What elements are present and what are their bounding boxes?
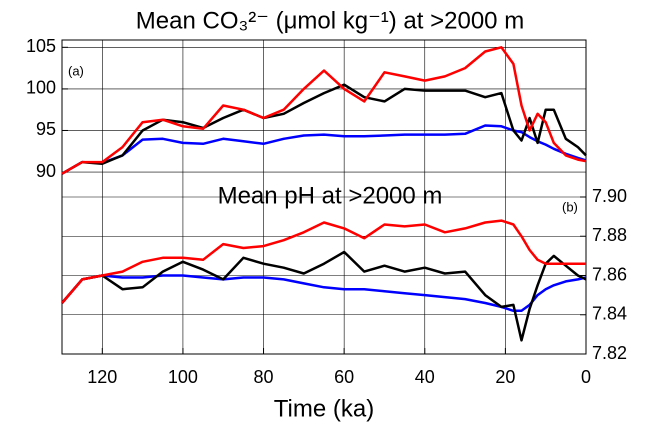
series-line [61,46,587,175]
x-tick-label: 120 [87,367,117,387]
series-line [61,274,587,313]
y-tick-label: 7.88 [592,225,627,245]
y-tick-label: 7.84 [592,304,627,324]
x-tick-label: 80 [254,367,274,387]
chart-title: Mean pH at >2000 m [218,182,443,209]
x-tick-label: 0 [581,367,591,387]
y-tick-label: 7.90 [592,186,627,206]
y-tick-label: 90 [36,161,56,181]
panel-label: (a) [68,63,84,78]
series-line [61,250,587,342]
y-tick-label: 100 [26,78,56,98]
x-axis-label: Time (ka) [274,395,374,422]
y-tick-label: 105 [26,36,56,56]
x-tick-label: 100 [168,367,198,387]
x-tick-label: 60 [334,367,354,387]
x-tick-label: 40 [415,367,435,387]
x-tick-label: 20 [495,367,515,387]
y-tick-label: 7.82 [592,343,627,363]
chart-title: Mean CO₃²⁻ (μmol kg⁻¹) at >2000 m [136,7,524,34]
y-tick-label: 7.86 [592,264,627,284]
y-tick-label: 95 [36,119,56,139]
series-line [61,219,586,304]
panel-label: (b) [562,199,578,214]
